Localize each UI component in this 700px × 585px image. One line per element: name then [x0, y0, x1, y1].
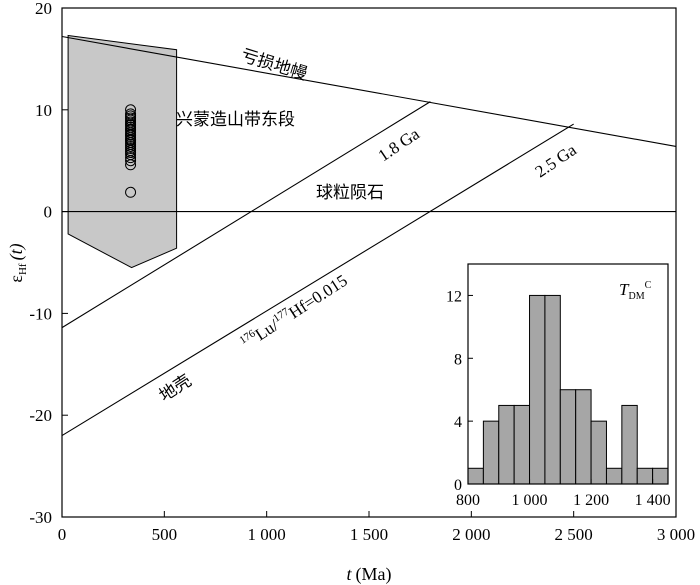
crust-label: 地壳 — [156, 371, 195, 406]
region-polygon — [67, 34, 178, 269]
histogram-bar — [590, 420, 607, 485]
reference-line-3 — [61, 123, 574, 437]
x-tick-label: 500 — [152, 525, 178, 544]
inset-histogram: 800 1 000 1 200 1 400 0 4 8 12 TDMC — [446, 263, 671, 509]
histogram-bar — [467, 467, 484, 485]
y-tick-label: 20 — [35, 0, 52, 18]
region-label: 兴蒙造山带东段 — [176, 110, 295, 130]
y-tick-label: -10 — [29, 304, 52, 323]
sample-point — [125, 152, 137, 164]
depleted-mantle-label: 亏损地幔 — [239, 46, 310, 85]
x-tick-label: 0 — [58, 525, 67, 544]
y-axis-title: εHf(t) — [6, 243, 29, 282]
reference-line-2 — [61, 101, 431, 329]
histogram-bar — [498, 404, 515, 485]
inset-bars — [467, 294, 669, 485]
chondrite-label: 球粒陨石 — [316, 183, 384, 203]
y-tick-label: 10 — [35, 101, 52, 120]
inset-y-ticks: 0 4 8 12 — [446, 288, 473, 494]
histogram-bar — [559, 389, 577, 485]
x-tick-label: 2 500 — [555, 525, 593, 544]
inset-frame — [467, 263, 669, 485]
sample-point — [125, 155, 137, 167]
histogram-bar — [636, 467, 654, 485]
x-axis-title: t (Ma) — [347, 564, 392, 585]
x-tick-label: 1 500 — [350, 525, 388, 544]
inset-y-tick-label: 8 — [454, 351, 462, 368]
x-tick-label: 1 000 — [248, 525, 286, 544]
y-tick-label: -30 — [29, 508, 52, 527]
histogram-bar — [513, 404, 531, 485]
y-axis-ticks: -30 -20 -10 0 10 20 — [29, 0, 68, 527]
histogram-bar — [605, 467, 623, 485]
inset-y-tick-label: 0 — [454, 477, 462, 494]
x-tick-label: 3 000 — [657, 525, 695, 544]
sample-point — [125, 159, 137, 171]
inset-x-tick-label: 1 000 — [512, 492, 548, 509]
inset-x-tick-label: 800 — [456, 492, 480, 509]
histogram-bar — [652, 467, 669, 485]
inset-x-tick-label: 1 400 — [635, 492, 671, 509]
lu-hf-ratio-label: 176Lu/177Hf=0.015 — [237, 270, 351, 353]
histogram-bar — [482, 420, 500, 485]
reference-lines — [61, 35, 677, 437]
reference-line-0 — [61, 35, 677, 147]
y-tick-label: 0 — [44, 203, 53, 222]
inset-x-tick-label: 1 200 — [573, 492, 609, 509]
inset-title: TDMC — [619, 280, 652, 302]
x-axis-ticks: 0 500 1 000 1 500 2 000 2 500 3 000 — [58, 511, 695, 544]
x-tick-label: 2 000 — [452, 525, 490, 544]
model-2-5ga-label: 2.5 Ga — [532, 140, 581, 181]
model-1-8ga-label: 1.8 Ga — [375, 124, 424, 165]
inset-x-ticks: 800 1 000 1 200 1 400 — [456, 479, 671, 509]
histogram-bar — [621, 404, 638, 485]
sample-points — [125, 104, 137, 198]
inset-y-tick-label: 4 — [454, 414, 462, 431]
histogram-bar — [544, 294, 561, 485]
y-tick-label: -20 — [29, 406, 52, 425]
sample-point — [125, 186, 137, 198]
inset-y-tick-label: 12 — [446, 288, 462, 305]
histogram-bar — [575, 389, 592, 485]
histogram-bar — [529, 294, 546, 485]
